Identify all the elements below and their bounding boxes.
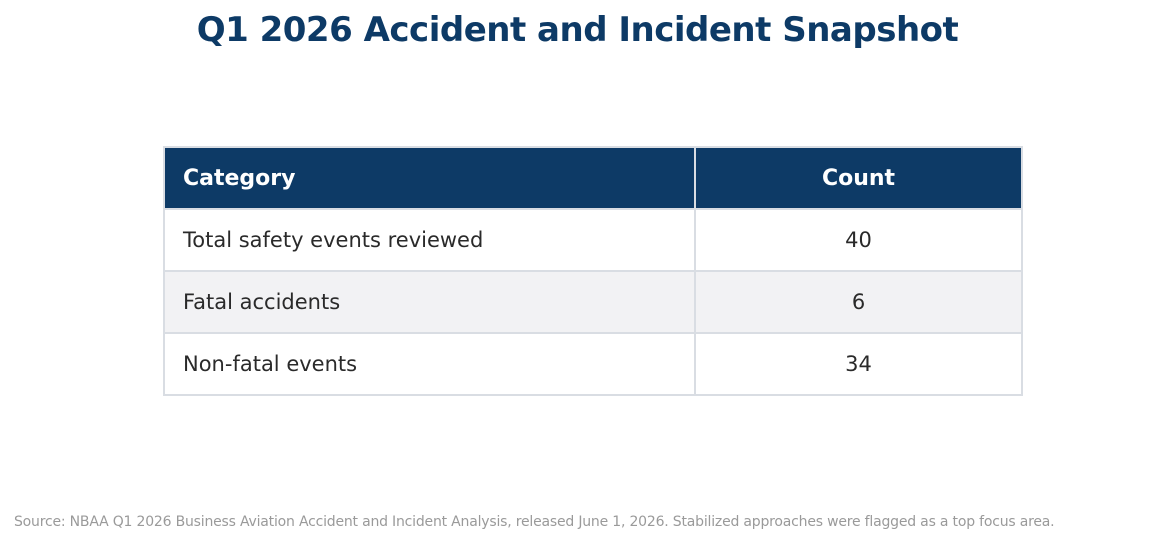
table-row: Non-fatal events 34 bbox=[163, 332, 1023, 396]
column-header-category: Category bbox=[163, 146, 696, 210]
snapshot-table: Category Count Total safety events revie… bbox=[163, 146, 1023, 396]
table-row: Fatal accidents 6 bbox=[163, 270, 1023, 334]
column-header-count: Count bbox=[694, 146, 1023, 210]
source-note: Source: NBAA Q1 2026 Business Aviation A… bbox=[14, 514, 1055, 530]
snapshot-table-container: Category Count Total safety events revie… bbox=[163, 146, 1023, 396]
row-count-cell: 34 bbox=[694, 332, 1023, 396]
row-category-cell: Total safety events reviewed bbox=[163, 208, 696, 272]
row-category-cell: Fatal accidents bbox=[163, 270, 696, 334]
page-title: Q1 2026 Accident and Incident Snapshot bbox=[196, 10, 959, 50]
table-row: Total safety events reviewed 40 bbox=[163, 208, 1023, 272]
row-category-cell: Non-fatal events bbox=[163, 332, 696, 396]
row-count-cell: 6 bbox=[694, 270, 1023, 334]
row-count-cell: 40 bbox=[694, 208, 1023, 272]
table-header-row: Category Count bbox=[163, 146, 1023, 210]
